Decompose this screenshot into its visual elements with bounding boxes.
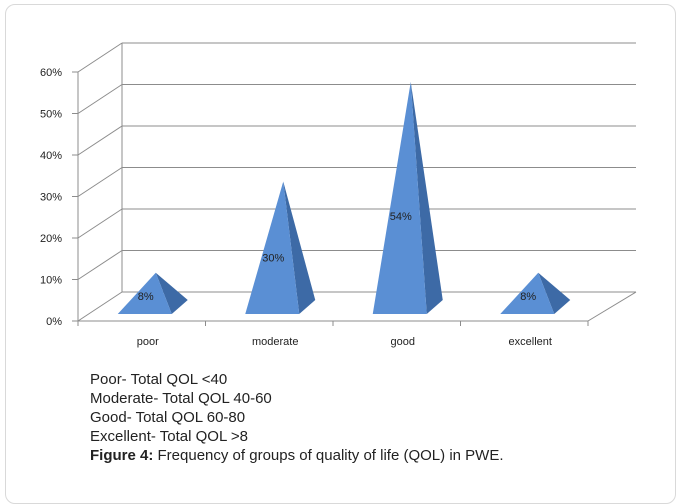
x-tick-label: poor — [137, 336, 159, 348]
chart-grid — [77, 42, 637, 322]
side-wall-line — [77, 42, 123, 73]
data-label: 54% — [390, 211, 412, 223]
x-tick-label: moderate — [252, 336, 298, 348]
y-tick-label: 30% — [40, 192, 62, 204]
data-label: 30% — [262, 253, 284, 265]
pyramid-chart: 0% 10% 20% 30% 40% 50% 60% poor moderate good exc… — [40, 42, 637, 348]
pyramid-side — [283, 181, 316, 314]
pyramid-bar — [117, 272, 172, 314]
x-tick-label: good — [391, 336, 415, 348]
y-tick-label: 10% — [40, 275, 62, 287]
side-wall-line — [77, 208, 123, 239]
pyramid-bar — [500, 272, 555, 314]
pyramid-bar — [245, 181, 300, 314]
pyramid-side — [410, 81, 443, 315]
legend-line-excellent: Excellent- Total QOL >8 — [90, 428, 248, 445]
legend-line-good: Good- Total QOL 60-80 — [90, 409, 246, 426]
y-tick-label: 50% — [40, 109, 62, 121]
data-label: 8% — [138, 291, 154, 303]
side-wall-line — [77, 250, 123, 280]
y-tick-label: 60% — [40, 67, 62, 79]
floor-right-edge — [587, 291, 637, 322]
y-axis: 0% 10% 20% 30% 40% 50% 60% — [40, 67, 78, 328]
figure-caption-text: Figure 4: Frequency of groups of quality… — [90, 446, 504, 465]
figure-label: Figure 4: — [90, 447, 154, 464]
x-axis: poor moderate good excellent — [77, 321, 589, 348]
y-tick-label: 0% — [46, 316, 62, 328]
side-wall-line — [77, 167, 123, 197]
legend-line-poor: Poor- Total QOL <40 — [90, 371, 228, 388]
figure-caption: Poor- Total QOL <40 Moderate- Total QOL … — [90, 370, 504, 465]
pyramid-side — [155, 272, 188, 314]
y-tick-label: 20% — [40, 233, 62, 245]
side-wall-line — [77, 291, 123, 322]
y-tick-label: 40% — [40, 150, 62, 162]
legend-line-moderate: Moderate- Total QOL 40-60 — [90, 390, 272, 407]
x-tick-label: excellent — [509, 336, 552, 348]
chart-marks: 8% 30% 54% 8% — [117, 81, 571, 315]
side-wall-line — [77, 84, 123, 114]
data-label: 8% — [520, 291, 536, 303]
pyramid-side — [538, 272, 571, 314]
figure-description: Frequency of groups of quality of life (… — [153, 447, 504, 464]
pyramid-bar — [372, 81, 427, 315]
side-wall-line — [77, 125, 123, 156]
